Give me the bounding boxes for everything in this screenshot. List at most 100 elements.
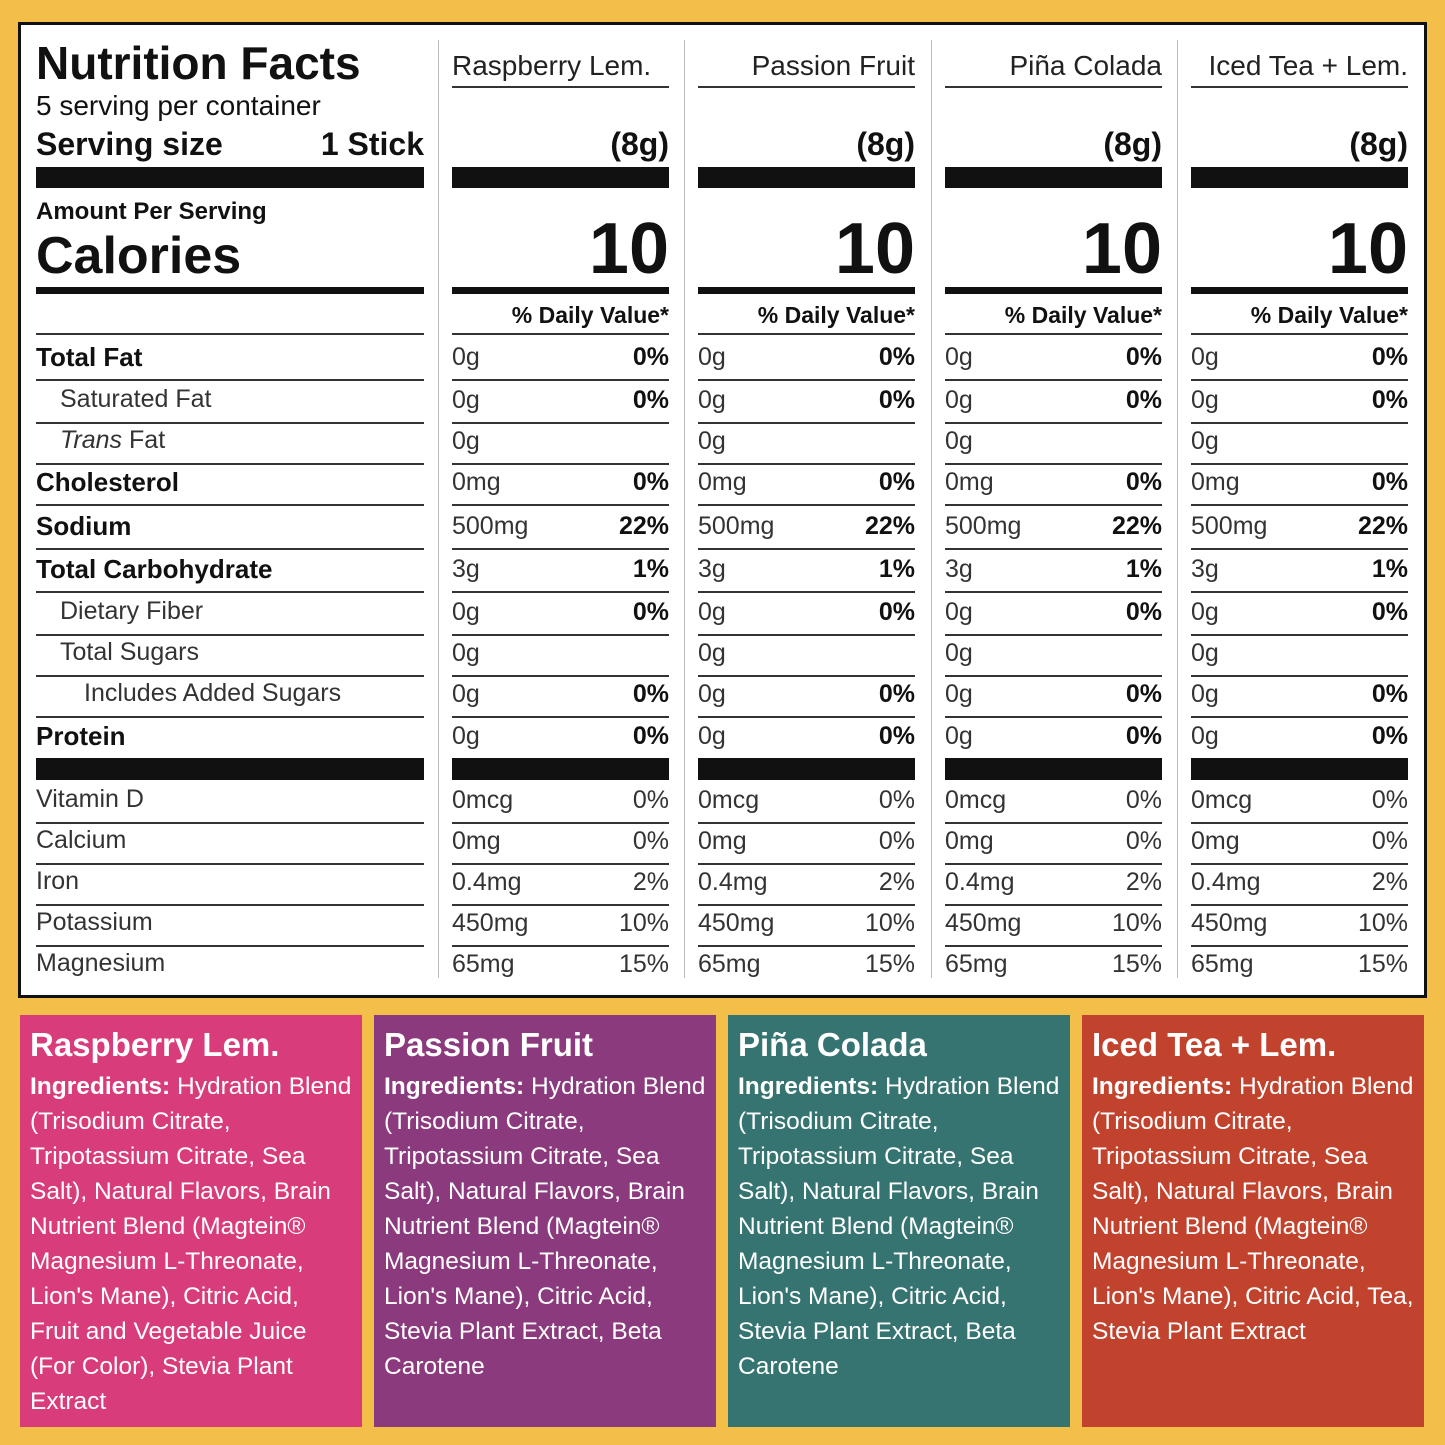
daily-value: 22%	[1357, 512, 1408, 540]
rule-line	[698, 591, 915, 593]
daily-value: 1%	[1125, 555, 1162, 583]
amount: 450mg	[452, 909, 529, 937]
thick-bar	[698, 287, 915, 294]
amount: 500mg	[1191, 512, 1268, 540]
thick-bar	[698, 167, 915, 188]
amount: 0.4mg	[945, 868, 1015, 896]
rule-line	[36, 463, 424, 465]
amount: 0g	[945, 680, 973, 708]
amount: 0g	[1191, 680, 1219, 708]
rule-line	[452, 945, 669, 947]
rule-line	[452, 333, 669, 335]
ingredients-panel: Iced Tea + Lem. Ingredients: Hydration Bl…	[1082, 1015, 1424, 1427]
daily-value: 15%	[618, 950, 669, 978]
daily-value: 0%	[1371, 386, 1408, 414]
ingredients-title: Iced Tea + Lem.	[1092, 1026, 1337, 1063]
daily-value: 0%	[878, 343, 915, 371]
amount: 0g	[945, 427, 973, 455]
rule-line	[36, 863, 424, 865]
rule-line	[698, 422, 915, 424]
ingredients-label: Ingredients:	[738, 1073, 879, 1100]
rule-line	[945, 379, 1162, 381]
daily-value: 1%	[878, 555, 915, 583]
rule-line	[698, 863, 915, 865]
thick-bar	[36, 287, 424, 294]
rule-line	[452, 904, 669, 906]
daily-value: 10%	[618, 909, 669, 937]
row-label-italic: Trans	[60, 426, 123, 454]
rule-line	[698, 463, 915, 465]
amount: 0.4mg	[1191, 868, 1261, 896]
amount: 0mg	[698, 468, 747, 496]
amount: 0g	[452, 343, 480, 371]
daily-value: 0%	[1125, 680, 1162, 708]
column-name: Raspberry Lem.	[452, 50, 652, 81]
rule-line	[698, 822, 915, 824]
rule-line	[1191, 822, 1408, 824]
rule-line	[36, 591, 424, 593]
daily-value: 0%	[878, 386, 915, 414]
rule-line	[945, 675, 1162, 677]
rule-line	[1191, 904, 1408, 906]
calories: 10	[1081, 209, 1162, 289]
amount: 450mg	[698, 909, 775, 937]
row-label: Magnesium	[36, 949, 166, 977]
daily-value: 0%	[632, 343, 669, 371]
rule-line	[1191, 333, 1408, 335]
amount: 0g	[1191, 427, 1219, 455]
amount: 0mcg	[452, 786, 514, 814]
rule-line	[36, 548, 424, 550]
amount: 0g	[1191, 343, 1219, 371]
daily-value: 0%	[632, 722, 669, 750]
ingredients-title: Raspberry Lem.	[30, 1026, 280, 1063]
amount: 500mg	[698, 512, 775, 540]
thick-bar	[36, 167, 424, 188]
rule-line	[698, 904, 915, 906]
daily-value: 22%	[1111, 512, 1162, 540]
amount: 0g	[452, 598, 480, 626]
row-label: Sodium	[36, 511, 132, 541]
ingredients-text: Ingredients: Hydration Blend (Trisodium …	[384, 1069, 708, 1384]
daily-value: 1%	[632, 555, 669, 583]
row-label: Protein	[36, 721, 126, 751]
amount-per-serving: Amount Per Serving	[36, 198, 267, 225]
rule-line	[36, 634, 424, 636]
daily-value: 10%	[864, 909, 915, 937]
daily-value: 22%	[864, 512, 915, 540]
amount: 0g	[698, 598, 726, 626]
daily-value: 10%	[1111, 909, 1162, 937]
ingredients-panel: Passion Fruit Ingredients: Hydration Blen…	[374, 1015, 716, 1427]
amount: 0mg	[452, 468, 501, 496]
row-label: Total Carbohydrate	[36, 554, 273, 584]
daily-value: 0%	[1125, 468, 1162, 496]
column-separator	[931, 40, 932, 978]
row-label: Includes Added Sugars	[84, 679, 342, 707]
rule-line	[36, 379, 424, 381]
amount: 3g	[698, 555, 726, 583]
amount: 0g	[1191, 722, 1219, 750]
rule-line	[945, 716, 1162, 718]
amount: 0g	[698, 639, 726, 667]
daily-value: 15%	[864, 950, 915, 978]
daily-value: 0%	[1125, 722, 1162, 750]
rule-line	[945, 422, 1162, 424]
rule-line	[698, 548, 915, 550]
rule-line	[36, 822, 424, 824]
amount: 65mg	[945, 950, 1008, 978]
rule-line	[945, 86, 1162, 88]
row-label: Saturated Fat	[60, 385, 212, 413]
row-label: Calcium	[36, 826, 127, 854]
daily-value: 0%	[878, 786, 915, 814]
amount: 0g	[698, 343, 726, 371]
thick-bar	[452, 758, 669, 780]
column-separator	[684, 40, 685, 978]
thick-bar	[36, 758, 424, 780]
rule-line	[36, 422, 424, 424]
amount: 0mg	[1191, 827, 1240, 855]
rule-line	[1191, 634, 1408, 636]
daily-value: 0%	[632, 386, 669, 414]
rule-line	[945, 634, 1162, 636]
calories-label: Calories	[36, 227, 242, 285]
daily-value: 15%	[1111, 950, 1162, 978]
